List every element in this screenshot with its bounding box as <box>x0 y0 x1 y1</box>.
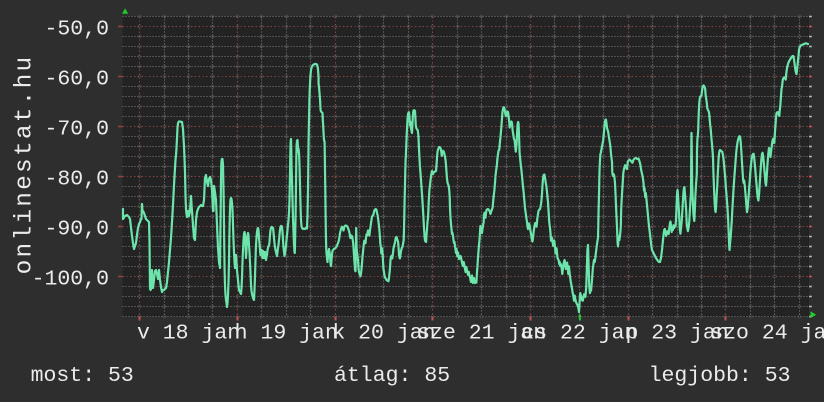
svg-text:cs 22 jan: cs 22 jan <box>521 322 637 346</box>
svg-text:-90,0: -90,0 <box>44 217 109 241</box>
svg-text:p 23 jan: p 23 jan <box>625 322 728 346</box>
svg-text:v 18 jan: v 18 jan <box>137 322 240 346</box>
svg-text:-60,0: -60,0 <box>44 67 109 91</box>
svg-text:sze 21 jan: sze 21 jan <box>417 322 546 346</box>
svg-text:szo 24 jan: szo 24 jan <box>710 322 824 346</box>
svg-text:h 19 jan: h 19 jan <box>235 322 338 346</box>
svg-text:-70,0: -70,0 <box>44 117 109 141</box>
svg-text:-50,0: -50,0 <box>44 17 109 41</box>
svg-text:k 20 jan: k 20 jan <box>332 322 435 346</box>
svg-text:-80,0: -80,0 <box>44 167 109 191</box>
svg-text:-100,0: -100,0 <box>32 267 109 291</box>
svg-text:onlinestat.hu: onlinestat.hu <box>12 55 39 275</box>
svg-text:most: 53: most: 53 <box>31 364 134 388</box>
svg-text:átlag: 85: átlag: 85 <box>334 364 450 388</box>
svg-text:legjobb: 53: legjobb: 53 <box>649 364 791 388</box>
